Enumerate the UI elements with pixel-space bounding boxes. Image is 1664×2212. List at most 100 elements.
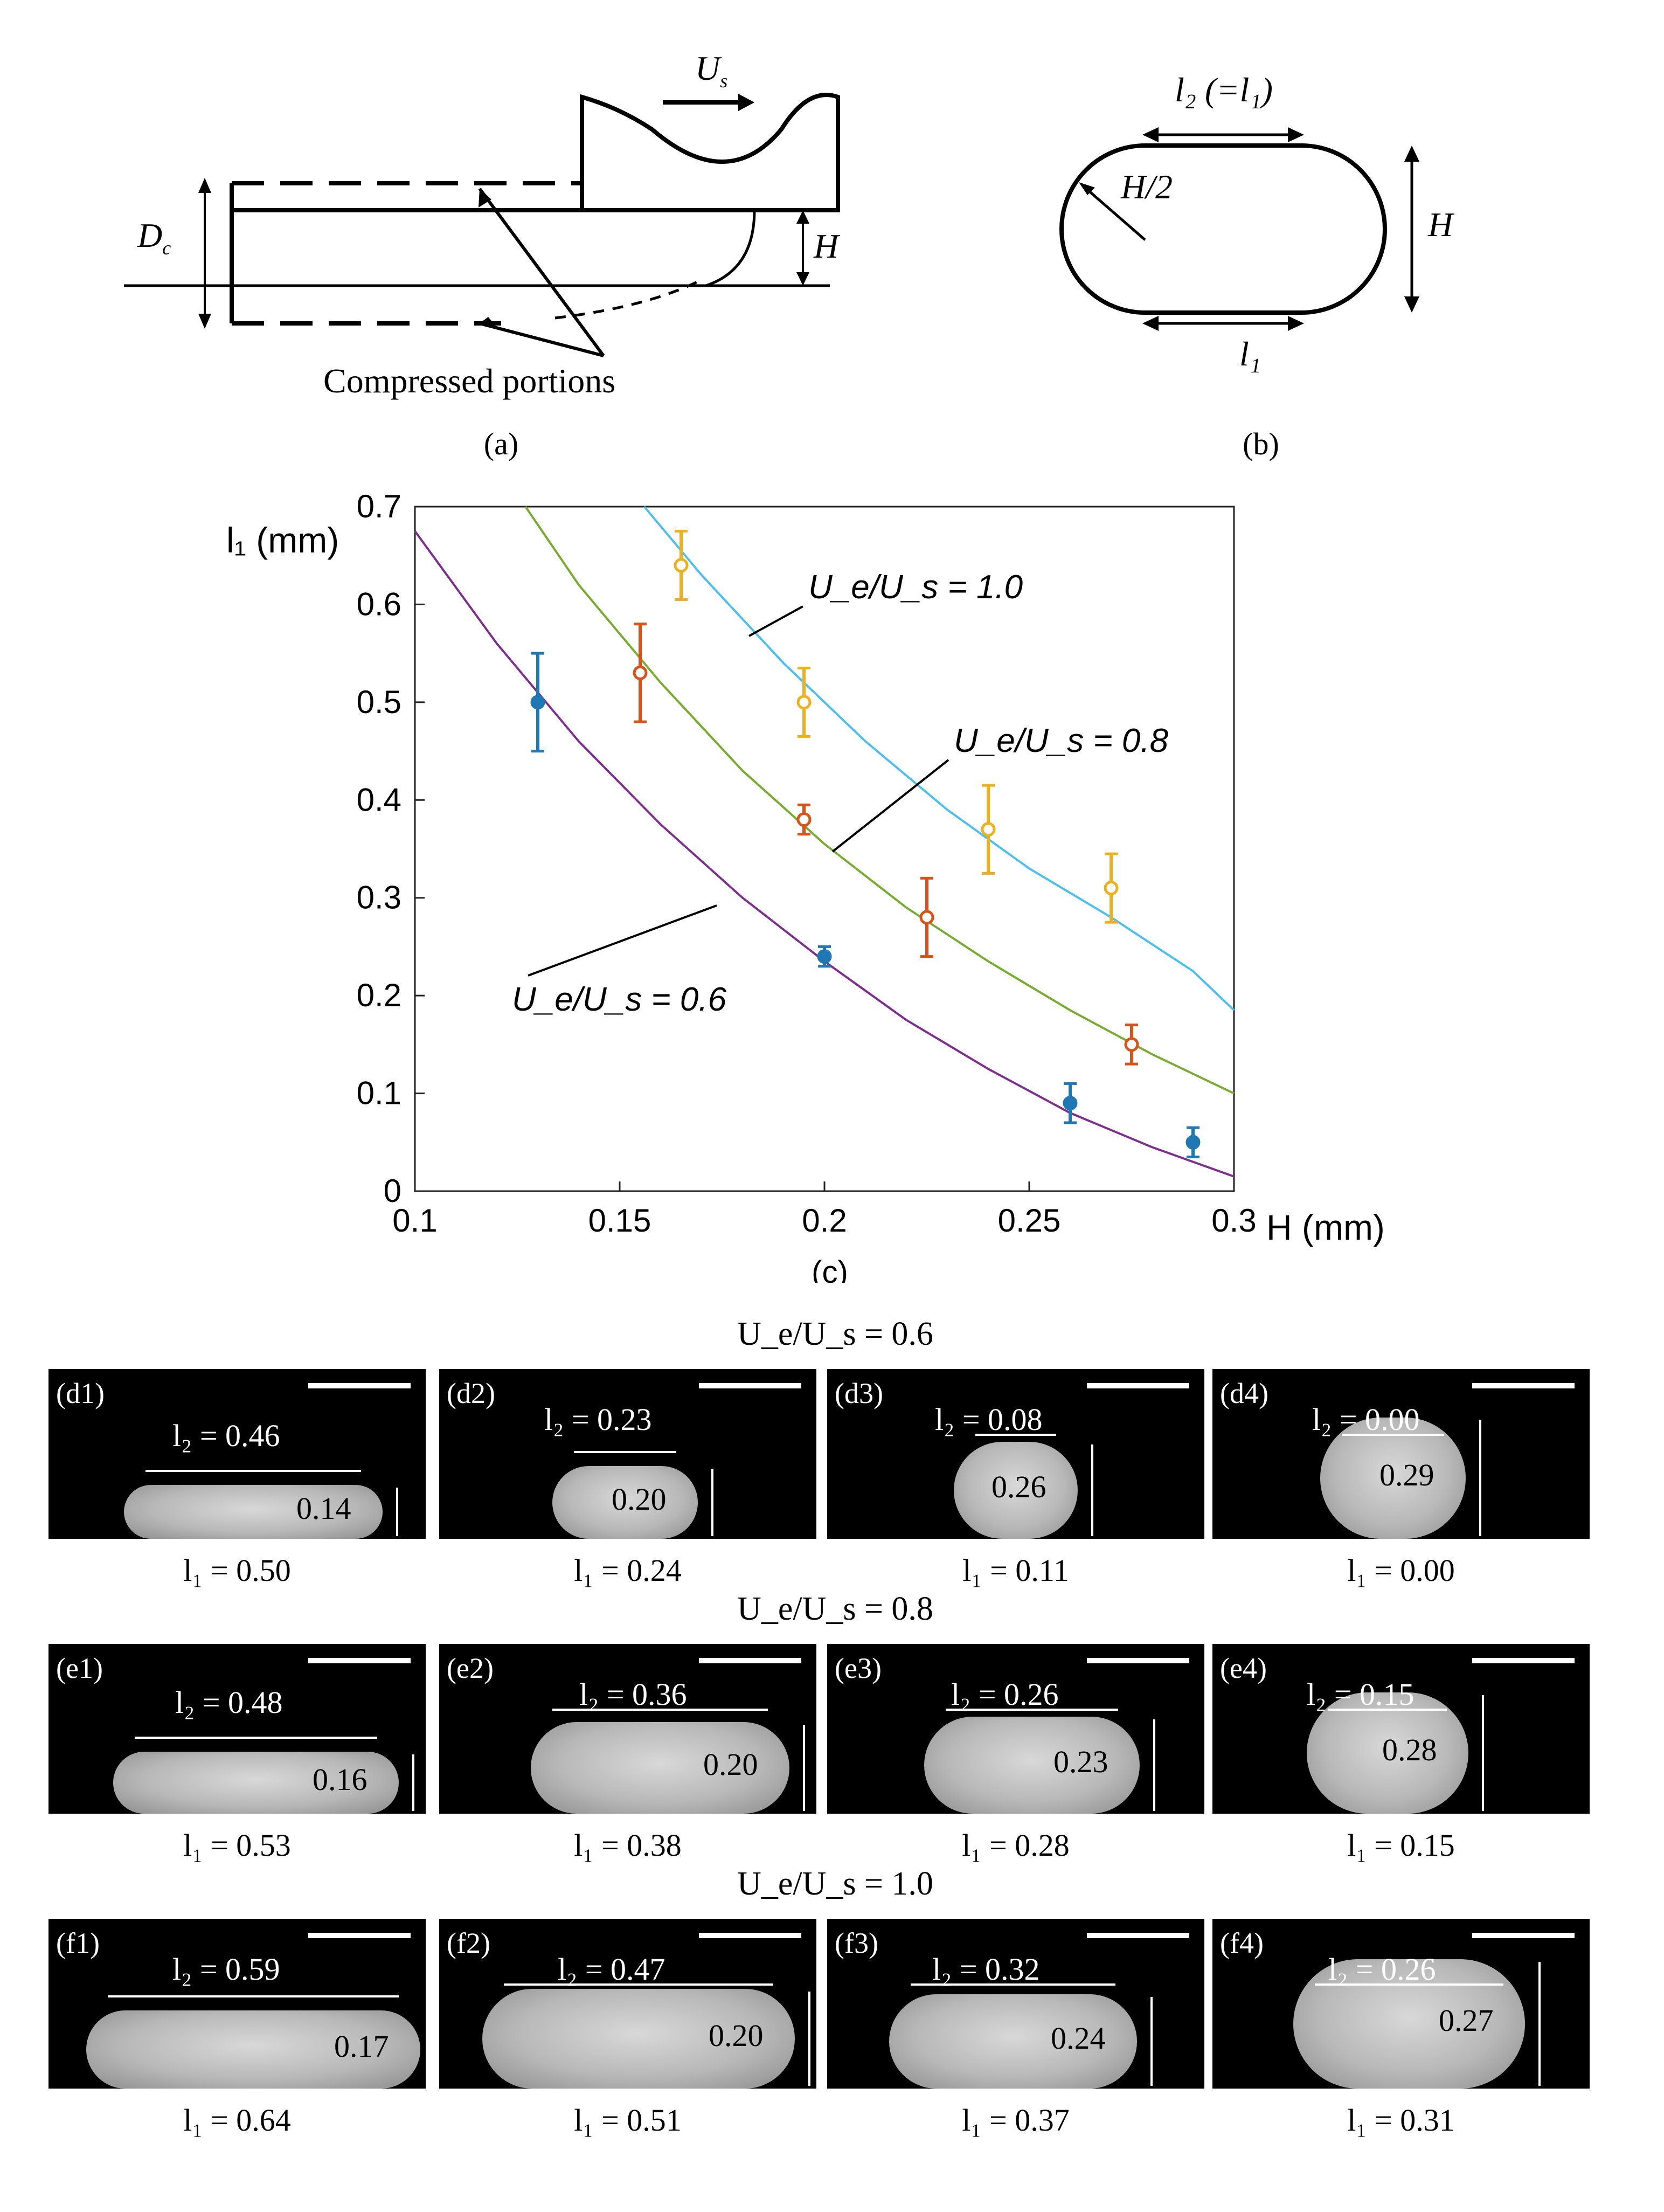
annotation-arrow — [528, 904, 717, 977]
scale-bar — [699, 1658, 801, 1663]
height-value: 0.14 — [296, 1491, 351, 1526]
x-tick-label: 0.2 — [802, 1202, 847, 1239]
data-point — [919, 910, 934, 925]
top-length-arrow — [975, 1434, 1056, 1436]
top-length-arrow — [1315, 1983, 1503, 1986]
height-arrow — [803, 1725, 805, 1811]
micrograph-panel: (e4) l₂ = 0.15 0.28 — [1212, 1644, 1590, 1814]
top-length-arrow — [1342, 1434, 1444, 1436]
height-value: 0.17 — [334, 2028, 389, 2064]
panel-tag: (d3) — [835, 1377, 883, 1409]
scale-bar — [699, 1933, 801, 1938]
y-tick-label: 0.4 — [357, 782, 401, 818]
micrograph-panel: (d2) l₂ = 0.23 0.20 — [439, 1369, 816, 1539]
y-tick-label: 0 — [384, 1173, 401, 1209]
top-length-label: l₂ = 0.59 — [172, 1952, 280, 1987]
data-point — [1104, 881, 1119, 896]
annotation-arrow — [748, 605, 803, 637]
top-length-arrow — [145, 1470, 361, 1472]
x-tick-label: 0.3 — [1211, 1202, 1256, 1239]
micrograph-panel: (e3) l₂ = 0.26 0.23 — [827, 1644, 1204, 1814]
top-length-label: l₂ = 0.23 — [544, 1402, 652, 1437]
velocity-label: Us — [695, 49, 728, 92]
data-point — [633, 665, 648, 680]
data-point — [530, 695, 545, 710]
schematic-b — [1059, 127, 1419, 331]
y-tick-label: 0.5 — [357, 684, 401, 720]
scale-bar — [1472, 1933, 1575, 1938]
caption-a: (a) — [483, 426, 519, 461]
micrograph-panel: (d4) l₂ = 0.00 0.29 — [1212, 1369, 1590, 1539]
height-value: 0.20 — [709, 2017, 764, 2053]
height-arrow — [808, 1992, 810, 2086]
top-length-label: l₂ = 0.46 — [172, 1418, 280, 1453]
panel-tag: (f4) — [1220, 1927, 1264, 1959]
scale-bar — [1087, 1383, 1189, 1388]
panel-tag: (e3) — [835, 1652, 882, 1684]
data-point — [796, 812, 812, 827]
scale-bar — [1087, 1658, 1189, 1663]
y-tick-label: 0.6 — [357, 586, 401, 622]
panel-tag: (d2) — [447, 1377, 495, 1409]
chart-c: 0.1 0.15 0.2 0.25 0.300.10.20.30.40.50.60.7l… — [226, 488, 1385, 1283]
row-title: U_e/U_s = 0.6 — [737, 1316, 933, 1352]
x-axis-label: H (mm) — [1266, 1207, 1385, 1247]
top-length-label: l₂ = 0.36 — [579, 1677, 687, 1712]
scale-bar — [308, 1658, 411, 1663]
specimen-image — [86, 2010, 420, 2089]
b-height-label: H — [1428, 205, 1453, 244]
top-length-label: l₂ = 0.32 — [932, 1952, 1040, 1987]
annotation-label: U_e/U_s = 0.6 — [512, 981, 727, 1018]
x-tick-label: 0.15 — [588, 1202, 651, 1239]
x-tick-label: 0.25 — [998, 1202, 1061, 1239]
height-arrow — [711, 1469, 713, 1536]
y-tick-label: 0.7 — [357, 488, 401, 524]
top-length-label: l₂ = 0.26 — [1328, 1952, 1436, 1987]
top-length-label: l₂ = 0.26 — [951, 1677, 1059, 1712]
data-point — [1063, 1096, 1078, 1111]
height-label-a: H — [814, 227, 839, 265]
micrograph-panel: (f3) l₂ = 0.32 0.24 — [827, 1919, 1204, 2089]
top-length-arrow — [504, 1983, 773, 1986]
bottom-length-label: l₁ = 0.38 — [574, 1828, 682, 1863]
height-value: 0.29 — [1379, 1457, 1434, 1492]
annotation-label: U_e/U_s = 0.8 — [954, 722, 1169, 759]
bottom-length-label: l₁ = 0.28 — [962, 1828, 1070, 1863]
specimen-image — [531, 1722, 789, 1814]
data-point — [1185, 1135, 1201, 1150]
y-tick-label: 0.2 — [357, 977, 401, 1013]
top-length-arrow — [108, 1995, 399, 1997]
specimen-image — [113, 1752, 399, 1814]
y-tick-label: 0.1 — [357, 1075, 401, 1111]
scale-bar — [308, 1383, 411, 1388]
height-value: 0.27 — [1439, 2003, 1494, 2038]
micrograph-panel: (f2) l₂ = 0.47 0.20 — [439, 1919, 816, 2089]
fit-curve-2 — [643, 506, 1235, 1011]
b-bottom-label: l₁ — [1239, 335, 1261, 373]
bottom-length-label: l₁ = 0.53 — [183, 1828, 291, 1863]
specimen-image — [482, 1989, 795, 2089]
caption-b: (b) — [1243, 426, 1279, 461]
height-arrow — [1150, 1997, 1153, 2086]
height-value: 0.23 — [1053, 1744, 1108, 1779]
panel-tag: (d4) — [1220, 1377, 1268, 1409]
bottom-length-label: l₁ = 0.51 — [574, 2103, 682, 2138]
panel-tag: (d1) — [56, 1377, 105, 1409]
micrograph-panel: (f1) l₂ = 0.59 0.17 — [48, 1919, 426, 2089]
panel-tag: (f1) — [56, 1927, 100, 1959]
specimen-image — [1307, 1692, 1468, 1814]
micrograph-panel: (e2) l₂ = 0.36 0.20 — [439, 1644, 816, 1814]
scale-bar — [308, 1933, 411, 1938]
specimen-image — [1293, 1959, 1525, 2089]
specimen-image — [124, 1485, 383, 1539]
top-length-label: l₂ = 0.15 — [1307, 1677, 1415, 1712]
caption-c: (c) — [812, 1255, 848, 1283]
height-arrow — [1482, 1695, 1484, 1811]
specimen-image — [924, 1717, 1140, 1814]
bottom-length-label: l₁ = 0.31 — [1347, 2103, 1455, 2138]
height-arrow — [1153, 1719, 1155, 1811]
data-point — [1124, 1037, 1139, 1052]
bottom-length-label: l₁ = 0.50 — [183, 1553, 291, 1588]
scale-bar — [1472, 1658, 1575, 1663]
panel-tag: (e4) — [1220, 1652, 1267, 1684]
